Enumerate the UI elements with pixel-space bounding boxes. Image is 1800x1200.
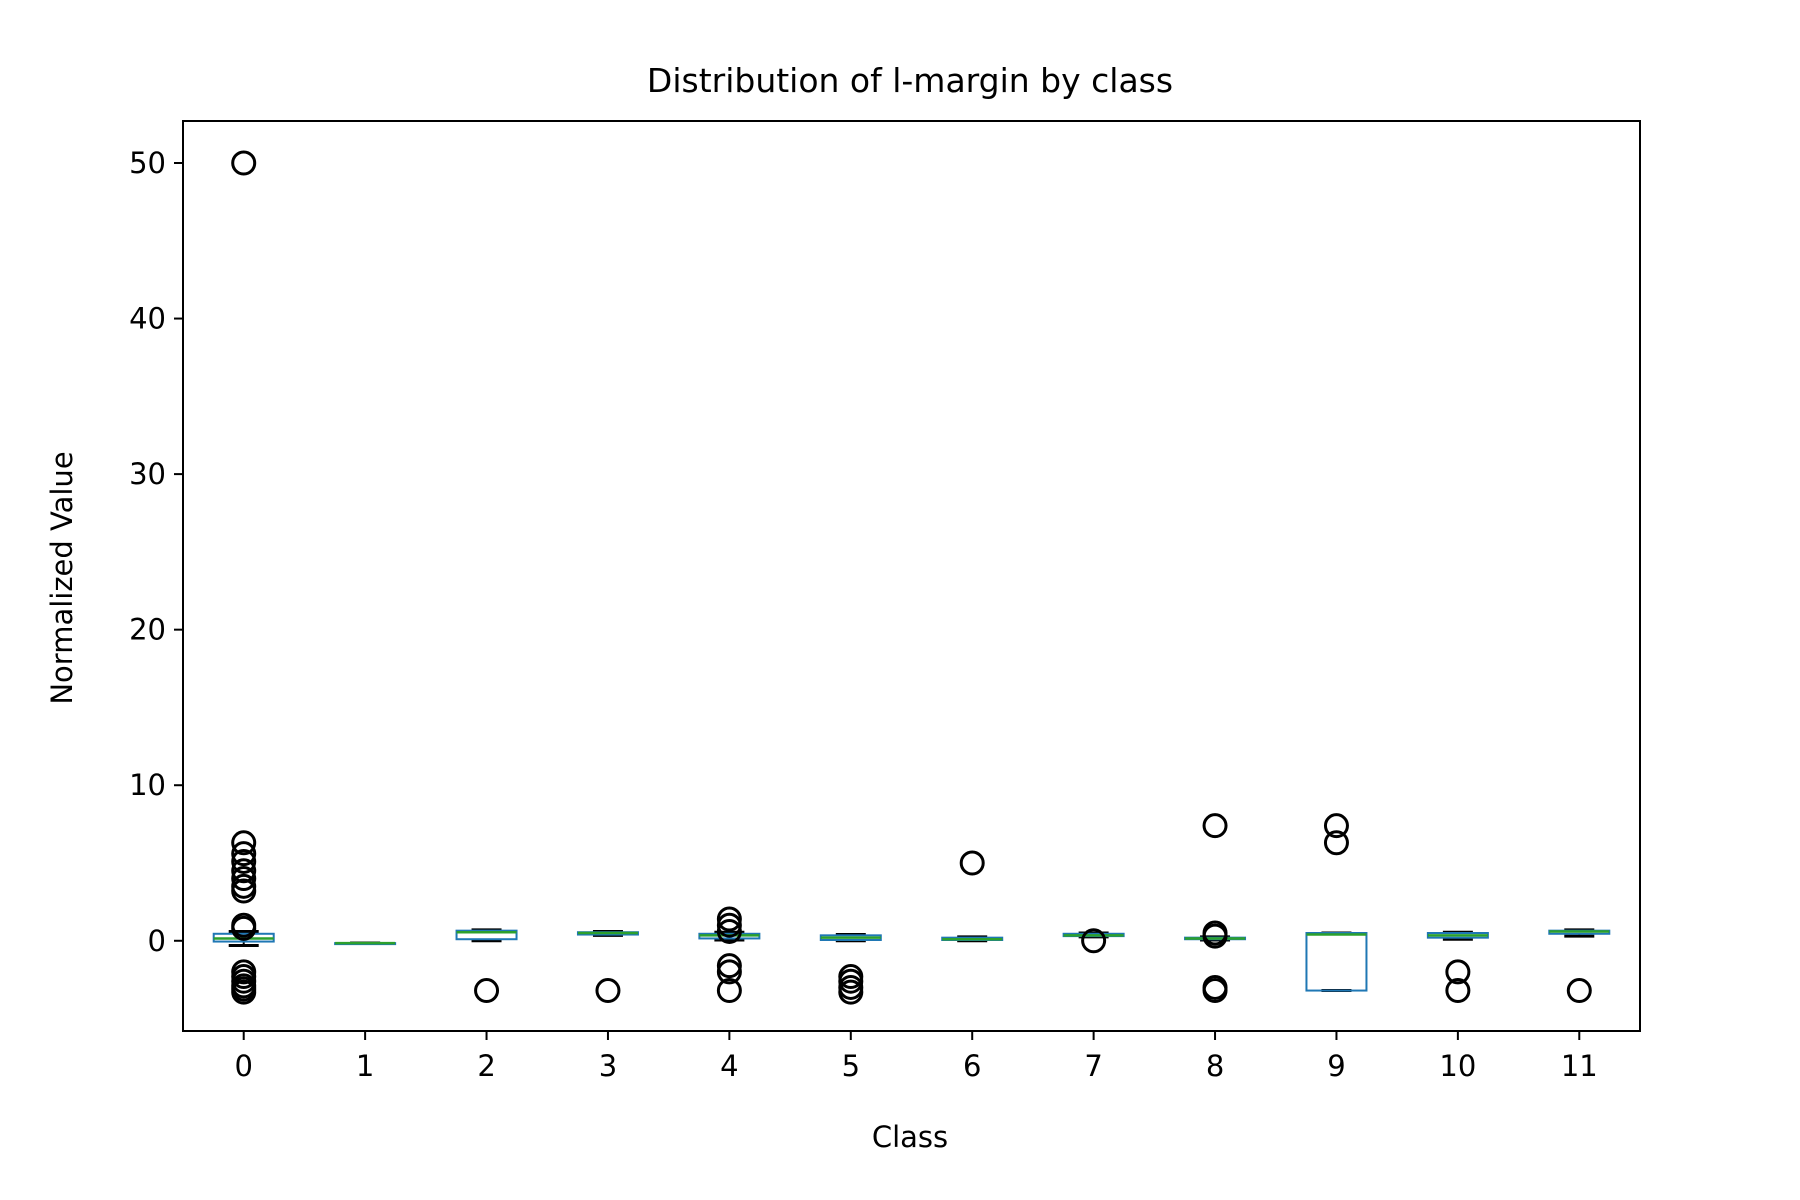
- outlier-point: [1202, 923, 1228, 949]
- plot-frame: [182, 120, 1641, 1032]
- outlier-point: [838, 979, 864, 1005]
- y-axis-label: Normalized Value: [45, 451, 79, 704]
- x-tick-label: 8: [1206, 1049, 1224, 1083]
- y-tick-label: 20: [129, 613, 166, 647]
- x-tick-label: 4: [720, 1049, 738, 1083]
- outlier-point: [231, 830, 257, 856]
- outlier-point: [231, 841, 257, 867]
- outlier-point: [1566, 978, 1592, 1004]
- outlier-point: [231, 848, 257, 874]
- outlier-point: [716, 906, 742, 932]
- outlier-point: [474, 978, 500, 1004]
- outlier-point: [1202, 813, 1228, 839]
- outlier-point: [1445, 959, 1471, 985]
- outlier-point: [595, 978, 621, 1004]
- outlier-point: [716, 978, 742, 1004]
- y-tick-label: 0: [148, 924, 166, 958]
- outlier-point: [231, 878, 257, 904]
- x-tick-label: 7: [1084, 1049, 1102, 1083]
- box-9: [1305, 932, 1368, 992]
- x-tick-label: 9: [1327, 1049, 1345, 1083]
- box-2: [455, 929, 518, 941]
- x-tick-label: 0: [234, 1049, 252, 1083]
- outlier-point: [231, 979, 257, 1005]
- outlier-point: [716, 959, 742, 985]
- outlier-point: [716, 912, 742, 938]
- outlier-point: [959, 850, 985, 876]
- chart-title: Distribution of l-margin by class: [647, 61, 1173, 100]
- y-tick-label: 40: [129, 302, 166, 336]
- y-tick-label: 30: [129, 457, 166, 491]
- y-tick-label: 10: [129, 768, 166, 802]
- x-tick-label: 2: [477, 1049, 495, 1083]
- x-tick-label: 11: [1561, 1049, 1598, 1083]
- outlier-point: [231, 915, 257, 941]
- outlier-point: [231, 866, 257, 892]
- outlier-point: [1081, 928, 1107, 954]
- x-tick-label: 1: [356, 1049, 374, 1083]
- outlier-point: [1445, 978, 1471, 1004]
- x-tick-label: 10: [1439, 1049, 1476, 1083]
- outlier-point: [231, 150, 257, 176]
- plot-area: 0 10 20 30 40 50 0 1 2 3 4 5 6 7 8 9 10 11: [129, 146, 1611, 1083]
- outlier-point: [1202, 978, 1228, 1004]
- y-tick-label: 50: [129, 146, 166, 180]
- outlier-point: [1323, 830, 1349, 856]
- x-tick-label: 6: [963, 1049, 981, 1083]
- outlier-point: [1323, 813, 1349, 839]
- x-tick-label: 5: [842, 1049, 860, 1083]
- outlier-point: [716, 953, 742, 979]
- outlier-point: [716, 918, 742, 944]
- outlier-point: [838, 968, 864, 994]
- outlier-point: [231, 858, 257, 884]
- x-axis-label: Class: [872, 1120, 948, 1154]
- x-tick-label: 3: [599, 1049, 617, 1083]
